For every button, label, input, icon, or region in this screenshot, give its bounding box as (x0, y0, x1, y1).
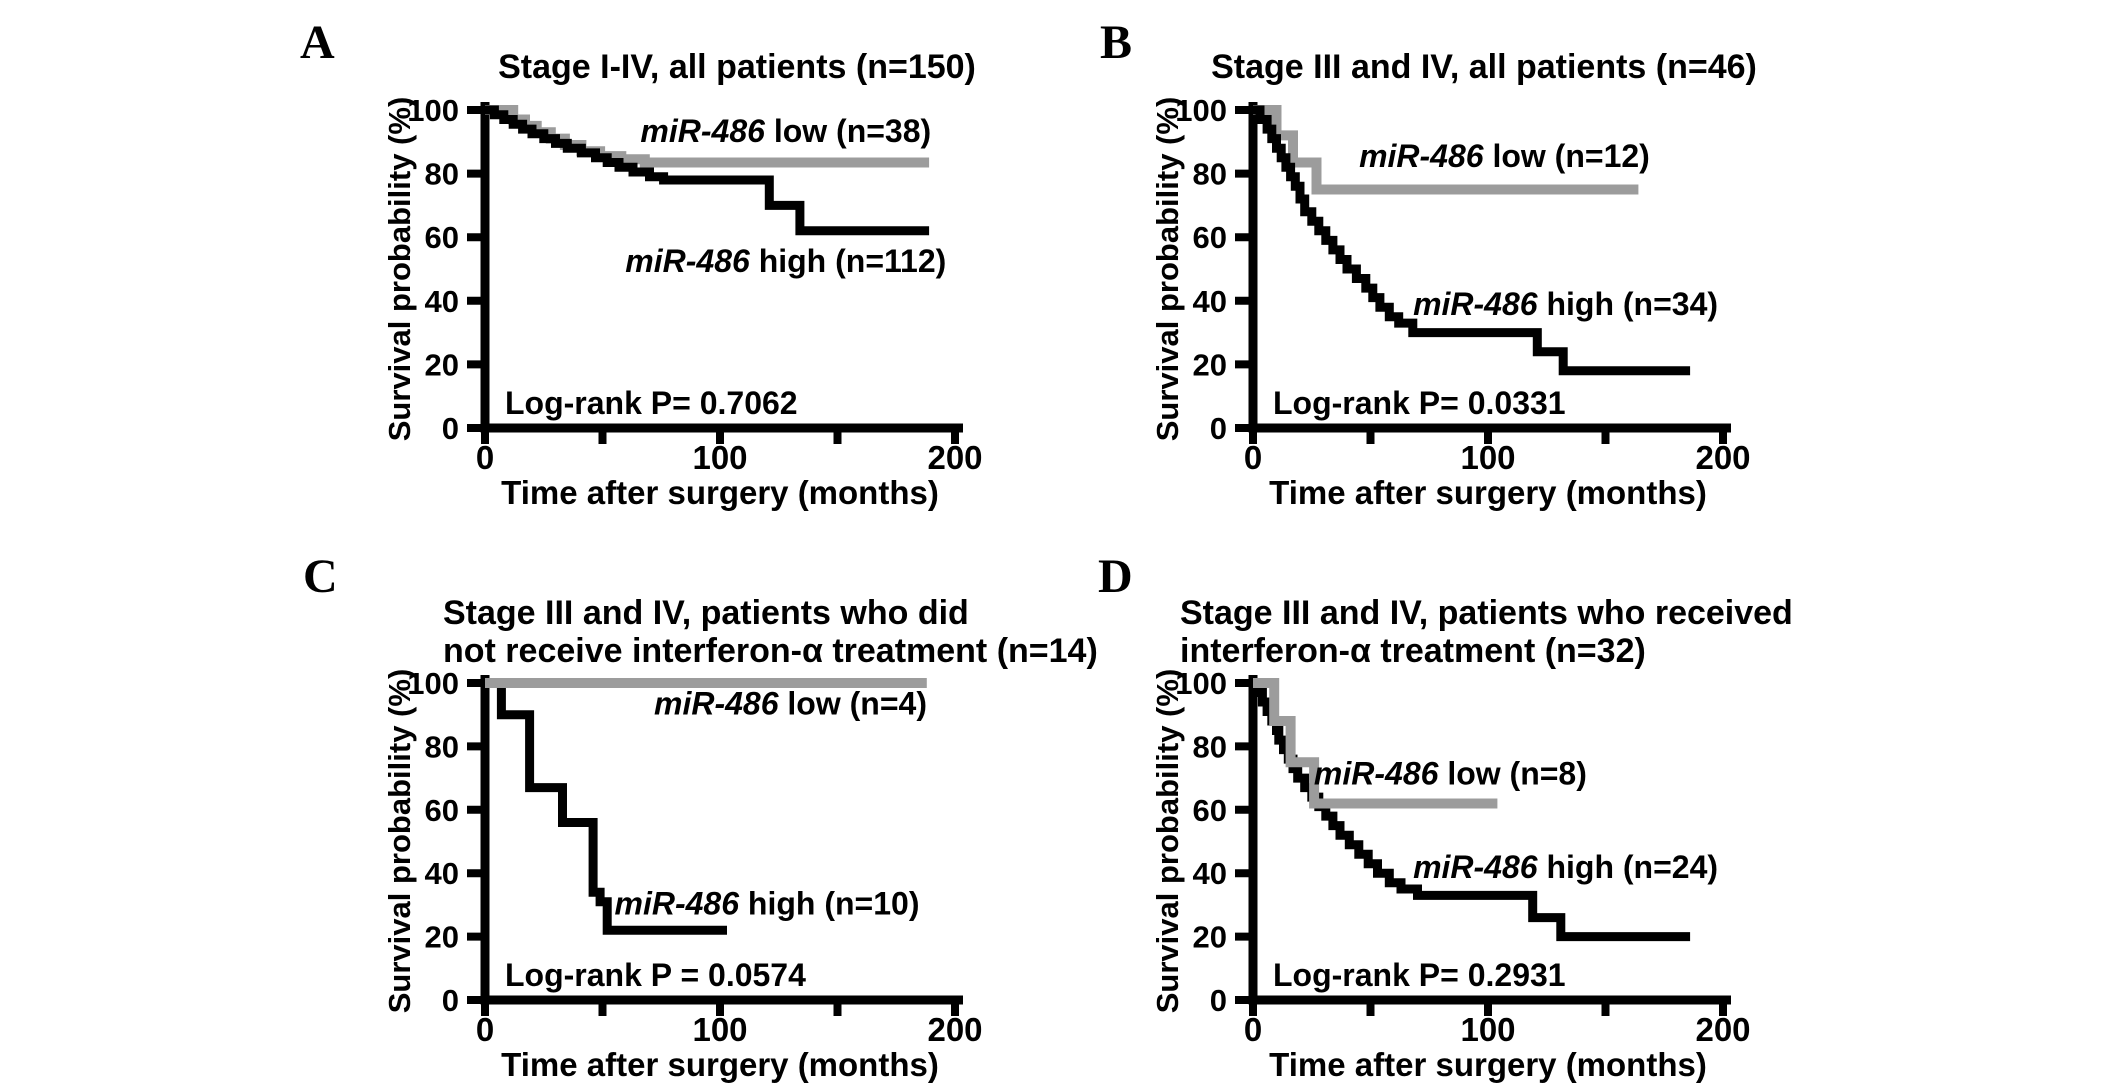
x-tick-label: 100 (692, 439, 747, 476)
y-tick-label: 0 (1210, 983, 1227, 1018)
logrank-label: Log-rank P= 0.7062 (505, 385, 798, 421)
y-tick-label: 80 (1193, 157, 1227, 192)
y-tick-label: 20 (425, 920, 459, 955)
panel-letter: D (1098, 550, 1133, 603)
series-label: miR-486 low (n=8) (1314, 755, 1587, 791)
series-label: miR-486 high (n=24) (1413, 849, 1718, 885)
series-label: miR-486 high (n=34) (1413, 286, 1718, 322)
y-tick-label: 80 (425, 729, 459, 764)
y-tick-label: 0 (442, 983, 459, 1018)
x-tick-label: 0 (1244, 439, 1262, 476)
axes (1248, 675, 1731, 1005)
series-label: miR-486 high (n=112) (625, 243, 946, 279)
panel-title: interferon-α treatment (n=32) (1180, 632, 1646, 670)
x-axis-label: Time after surgery (months) (1269, 1046, 1707, 1083)
panel-title: Stage III and IV, patients who received (1180, 594, 1793, 632)
series-curve-mir-486-high (485, 678, 727, 935)
y-tick-label: 100 (407, 93, 459, 128)
x-tick-label: 200 (927, 439, 982, 476)
x-tick-label: 0 (476, 439, 494, 476)
y-tick-label: 100 (407, 666, 459, 701)
logrank-label: Log-rank P= 0.2931 (1273, 957, 1566, 993)
panel-letter: B (1100, 16, 1132, 69)
x-tick-label: 0 (476, 1011, 494, 1048)
y-axis-label: Survival probability (%) (1150, 97, 1185, 442)
panel-title: Stage I-IV, all patients (n=150) (498, 48, 976, 86)
y-tick-label: 40 (1193, 284, 1227, 319)
y-tick-label: 100 (1175, 93, 1227, 128)
y-tick-label: 20 (425, 347, 459, 382)
x-tick-label: 100 (1460, 1011, 1515, 1048)
y-tick-label: 60 (1193, 220, 1227, 255)
series-label: miR-486 high (n=10) (615, 885, 920, 921)
y-tick-label: 0 (442, 411, 459, 446)
series-curve-mir-486-high (1253, 105, 1691, 376)
y-tick-label: 60 (1193, 793, 1227, 828)
x-axis-label: Time after surgery (months) (501, 1046, 939, 1083)
panel-letter: C (303, 550, 338, 603)
y-tick-label: 80 (425, 157, 459, 192)
x-axis-label: Time after surgery (months) (501, 474, 939, 511)
y-tick-label: 0 (1210, 411, 1227, 446)
y-tick-label: 60 (425, 220, 459, 255)
panel-title: Stage III and IV, patients who did (443, 594, 969, 632)
y-tick-label: 80 (1193, 729, 1227, 764)
series-label: miR-486 low (n=4) (654, 686, 927, 722)
x-axis-label: Time after surgery (months) (1269, 474, 1707, 511)
y-tick-label: 100 (1175, 666, 1227, 701)
x-tick-label: 0 (1244, 1011, 1262, 1048)
logrank-label: Log-rank P = 0.0574 (505, 957, 806, 993)
y-tick-label: 20 (1193, 347, 1227, 382)
x-tick-label: 200 (1695, 1011, 1750, 1048)
series-curve-mir-486-high (1253, 678, 1691, 942)
series-curve-mir-486-low (1253, 678, 1498, 809)
y-tick-label: 40 (425, 856, 459, 891)
y-tick-label: 40 (1193, 856, 1227, 891)
panel-title: Stage III and IV, all patients (n=46) (1211, 48, 1757, 86)
series-label: miR-486 low (n=38) (640, 113, 931, 149)
y-tick-label: 40 (425, 284, 459, 319)
y-axis-label: Survival probability (%) (1150, 669, 1185, 1014)
axes (480, 675, 963, 1005)
panel-title: not receive interferon-α treatment (n=14… (443, 632, 1098, 670)
x-tick-label: 100 (692, 1011, 747, 1048)
logrank-label: Log-rank P= 0.0331 (1273, 385, 1566, 421)
x-tick-label: 200 (1695, 439, 1750, 476)
series-curve-mir-486-high (485, 105, 930, 236)
panel-d: D Stage III and IV, patients who received… (1098, 550, 1793, 1083)
y-tick-label: 20 (1193, 920, 1227, 955)
panel-b: B Stage III and IV, all patients (n=46) 0 1… (1100, 16, 1757, 511)
panel-letter: A (300, 16, 335, 69)
series-curve-mir-486-low (1253, 105, 1639, 195)
panel-a: A Stage I-IV, all patients (n=150)0 100 200… (300, 16, 983, 511)
series-label: miR-486 low (n=12) (1359, 138, 1650, 174)
y-axis-label: Survival probability (%) (382, 97, 417, 442)
x-tick-label: 100 (1460, 439, 1515, 476)
y-tick-label: 60 (425, 793, 459, 828)
y-axis-label: Survival probability (%) (382, 669, 417, 1014)
x-tick-label: 200 (927, 1011, 982, 1048)
